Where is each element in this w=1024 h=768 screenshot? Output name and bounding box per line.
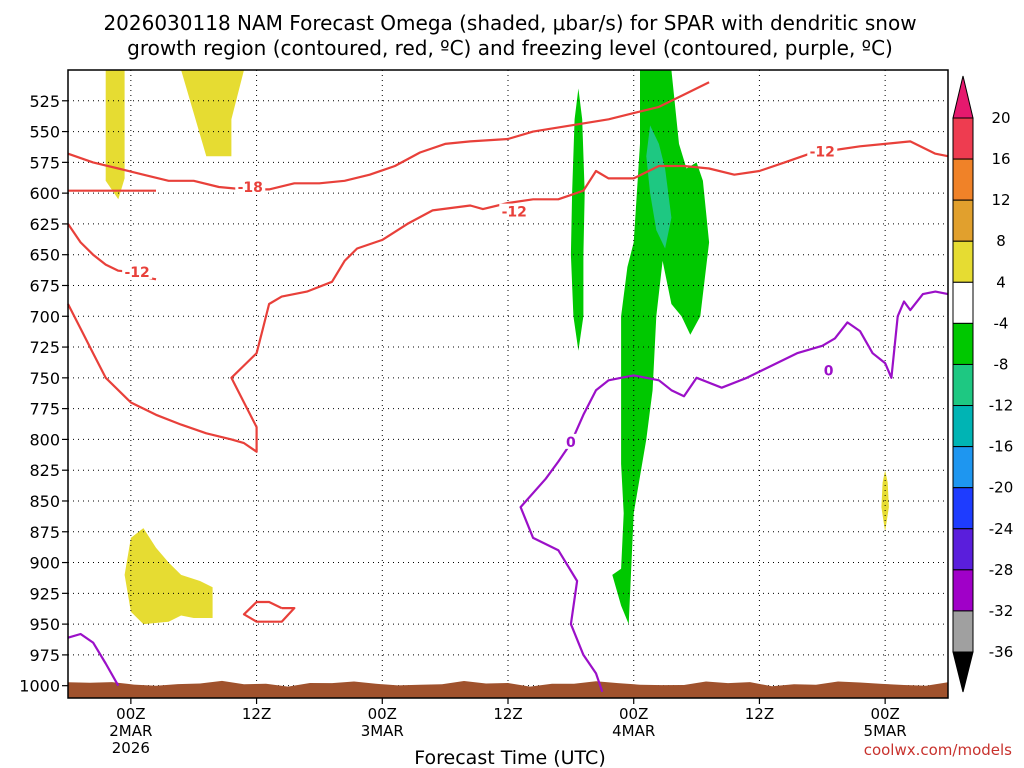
colorbar-label: 12 (991, 191, 1010, 209)
contour-label: -12 (502, 205, 527, 221)
y-tick-label: 750 (29, 369, 60, 388)
x-tick-label: 3MAR (361, 722, 404, 740)
contour-layer: -18 -12 -12 -12 0 0 (67, 81, 949, 693)
y-tick-label: 675 (29, 276, 60, 295)
x-tick-label: 00Z (368, 705, 397, 723)
chart-title-line1: 2026030118 NAM Forecast Omega (shaded, μ… (103, 11, 916, 35)
colorbar-segment (952, 528, 974, 571)
y-tick-label: 825 (29, 461, 60, 480)
colorbar-label: 8 (996, 232, 1006, 250)
contour-label: 0 (566, 435, 576, 451)
terrain-surface (68, 680, 948, 698)
contour-freezing-purple (67, 632, 120, 687)
contour-label-bg (122, 263, 153, 279)
colorbar-label: -8 (994, 355, 1009, 373)
contour-label-bg (499, 203, 530, 219)
omega-shade-region (105, 70, 125, 200)
colorbar-segment (952, 446, 974, 489)
colorbar-segment (952, 322, 974, 365)
y-tick-label: 775 (29, 400, 60, 419)
contour-label-bg (555, 433, 586, 449)
x-tick-label: 12Z (745, 705, 774, 723)
plot-area: -18 -12 -12 -12 0 0 (67, 69, 949, 699)
y-tick-label: 550 (29, 123, 60, 142)
contour-label-bg (813, 362, 844, 378)
colorbar-segment (952, 363, 974, 407)
contour-label: -12 (810, 144, 835, 160)
colorbar-segment (952, 610, 974, 653)
contour-dgz-red (67, 81, 710, 191)
y-tick-label: 800 (29, 430, 60, 449)
contour-freezing-purple (519, 290, 949, 693)
omega-shade-region (612, 70, 710, 625)
colorbar-label: -32 (989, 602, 1014, 620)
omega-shade-region (646, 125, 672, 249)
colorbar-label: -20 (989, 479, 1014, 497)
contour-label: -12 (124, 265, 149, 281)
colorbar-segment (952, 281, 974, 324)
omega-shade-region (124, 528, 213, 625)
credit-text: coolwx.com/models (864, 741, 1012, 759)
x-tick-label: 5MAR (864, 722, 907, 740)
x-tick-label: 2MAR (109, 722, 152, 740)
x-tick-label: 12Z (493, 705, 522, 723)
y-tick-label: 950 (29, 615, 60, 634)
contour-dgz-red (242, 600, 296, 623)
colorbar-label: 4 (996, 273, 1006, 291)
x-tick-label: 2026 (112, 739, 150, 757)
colorbar-label: -28 (989, 561, 1014, 579)
contour-label: -18 (238, 180, 263, 196)
omega-shade-region (143, 70, 244, 157)
omega-shade-region (570, 88, 585, 351)
contour-label: 0 (824, 363, 834, 379)
x-tick-label: 00Z (870, 705, 899, 723)
y-tick-label: 850 (29, 492, 60, 511)
colorbar-label: 20 (991, 109, 1010, 127)
y-tick-label: 1000 (19, 677, 60, 696)
y-tick-label: 600 (29, 184, 60, 203)
y-tick-label: 725 (29, 338, 60, 357)
colorbar-segment (952, 240, 974, 283)
colorbar-segment (952, 158, 974, 201)
chart-title-line2: growth region (contoured, red, ºC) and f… (127, 36, 893, 60)
colorbar-label: -24 (989, 520, 1014, 538)
y-axis-ticks: 525 550 575 600 625 650 675 700 725 750 775 800 825 8… (19, 92, 68, 696)
colorbar-bottom-arrow (952, 651, 974, 693)
y-tick-label: 875 (29, 523, 60, 542)
terrain-layer (68, 680, 948, 698)
colorbar-label: -12 (989, 397, 1014, 415)
colorbar-segment (952, 117, 974, 160)
omega-shading-layer (105, 70, 889, 625)
colorbar-segment (952, 487, 974, 530)
colorbar-label: -36 (989, 643, 1014, 661)
contour-label-bg (235, 178, 266, 194)
y-tick-label: 900 (29, 554, 60, 573)
contour-dgz-red (67, 140, 949, 453)
x-tick-label: 12Z (242, 705, 271, 723)
y-tick-label: 975 (29, 646, 60, 665)
y-tick-label: 700 (29, 307, 60, 326)
colorbar-label: -4 (994, 314, 1009, 332)
colorbar-segment (952, 199, 974, 242)
x-tick-label: 00Z (116, 705, 145, 723)
y-tick-label: 650 (29, 246, 60, 265)
colorbar-label: 16 (991, 150, 1010, 168)
colorbar-segment (952, 405, 974, 448)
contour-label-bg (807, 143, 838, 159)
y-tick-label: 575 (29, 153, 60, 172)
x-tick-label: 4MAR (612, 722, 655, 740)
colorbar-label: -16 (989, 438, 1014, 456)
y-tick-label: 525 (29, 92, 60, 111)
colorbar-segment (952, 569, 974, 612)
colorbar: 20 16 12 8 4 -4 -8 -12 -16 -20 -24 -28 -32 -36 (952, 75, 1014, 693)
x-axis-label: Forecast Time (UTC) (414, 747, 605, 768)
y-tick-label: 625 (29, 215, 60, 234)
x-tick-label: 00Z (619, 705, 648, 723)
y-tick-label: 925 (29, 584, 60, 603)
